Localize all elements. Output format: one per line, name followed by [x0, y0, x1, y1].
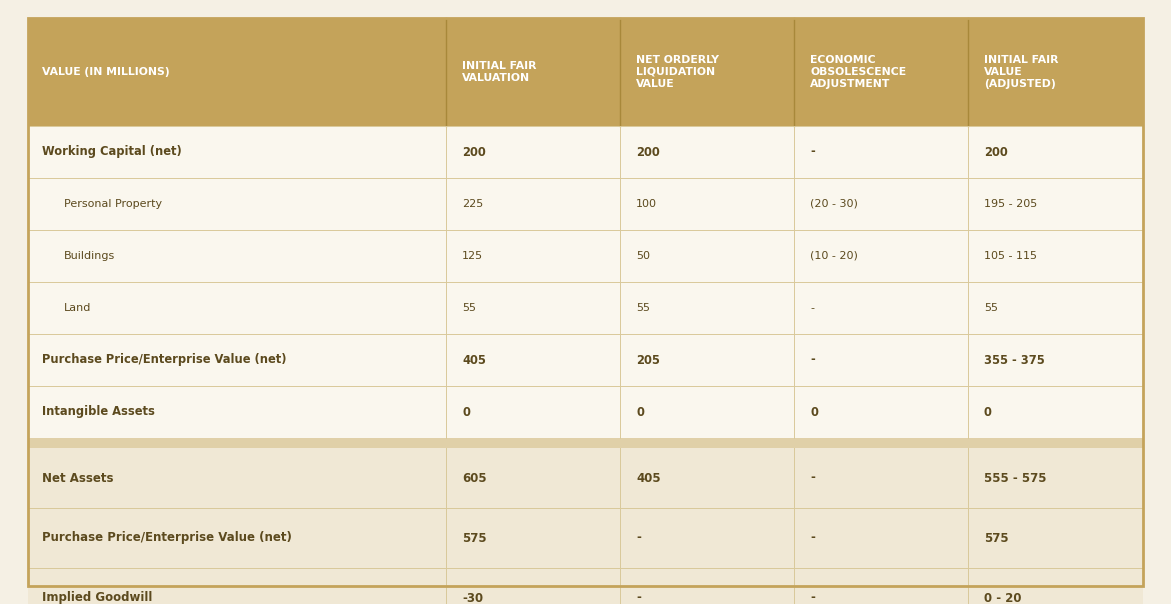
- Text: Implied Goodwill: Implied Goodwill: [42, 591, 152, 604]
- Text: 100: 100: [636, 199, 657, 209]
- Text: 0: 0: [984, 405, 992, 419]
- Text: -: -: [810, 472, 815, 484]
- Text: Working Capital (net): Working Capital (net): [42, 146, 182, 158]
- Bar: [28, 126, 1143, 438]
- Text: 575: 575: [984, 532, 1008, 544]
- Text: -: -: [810, 303, 814, 313]
- Bar: [28, 448, 1143, 604]
- Text: Intangible Assets: Intangible Assets: [42, 405, 155, 419]
- Text: -: -: [810, 591, 815, 604]
- Text: 0 - 20: 0 - 20: [984, 591, 1021, 604]
- Text: 200: 200: [463, 146, 486, 158]
- Text: -: -: [810, 146, 815, 158]
- Bar: [28, 438, 1143, 448]
- Text: 55: 55: [463, 303, 477, 313]
- Text: 195 - 205: 195 - 205: [984, 199, 1038, 209]
- Text: Buildings: Buildings: [64, 251, 115, 261]
- Text: 125: 125: [463, 251, 484, 261]
- Text: (10 - 20): (10 - 20): [810, 251, 858, 261]
- Text: 405: 405: [636, 472, 660, 484]
- Text: -: -: [636, 532, 641, 544]
- Text: 605: 605: [463, 472, 487, 484]
- Text: NET ORDERLY
LIQUIDATION
VALUE: NET ORDERLY LIQUIDATION VALUE: [636, 56, 719, 89]
- Text: INITIAL FAIR
VALUE
(ADJUSTED): INITIAL FAIR VALUE (ADJUSTED): [984, 56, 1059, 89]
- Text: 0: 0: [810, 405, 817, 419]
- Text: -: -: [810, 353, 815, 367]
- Text: Purchase Price/Enterprise Value (net): Purchase Price/Enterprise Value (net): [42, 532, 292, 544]
- Text: 0: 0: [636, 405, 644, 419]
- Text: 55: 55: [636, 303, 650, 313]
- Text: 200: 200: [984, 146, 1008, 158]
- Bar: [28, 18, 1143, 126]
- Text: Land: Land: [64, 303, 91, 313]
- Text: Net Assets: Net Assets: [42, 472, 114, 484]
- Text: 405: 405: [463, 353, 486, 367]
- Text: 105 - 115: 105 - 115: [984, 251, 1038, 261]
- Text: 50: 50: [636, 251, 650, 261]
- Text: -: -: [810, 532, 815, 544]
- Text: 355 - 375: 355 - 375: [984, 353, 1045, 367]
- Text: ECONOMIC
OBSOLESCENCE
ADJUSTMENT: ECONOMIC OBSOLESCENCE ADJUSTMENT: [810, 56, 906, 89]
- Text: 555 - 575: 555 - 575: [984, 472, 1047, 484]
- Text: 0: 0: [463, 405, 470, 419]
- Text: Personal Property: Personal Property: [64, 199, 162, 209]
- Text: 200: 200: [636, 146, 659, 158]
- Text: VALUE (IN MILLIONS): VALUE (IN MILLIONS): [42, 67, 170, 77]
- Text: -: -: [636, 591, 641, 604]
- Text: 225: 225: [463, 199, 484, 209]
- Text: 205: 205: [636, 353, 660, 367]
- Text: (20 - 30): (20 - 30): [810, 199, 858, 209]
- Text: 575: 575: [463, 532, 487, 544]
- Text: 55: 55: [984, 303, 998, 313]
- Text: INITIAL FAIR
VALUATION: INITIAL FAIR VALUATION: [463, 61, 536, 83]
- Text: -30: -30: [463, 591, 484, 604]
- Text: Purchase Price/Enterprise Value (net): Purchase Price/Enterprise Value (net): [42, 353, 287, 367]
